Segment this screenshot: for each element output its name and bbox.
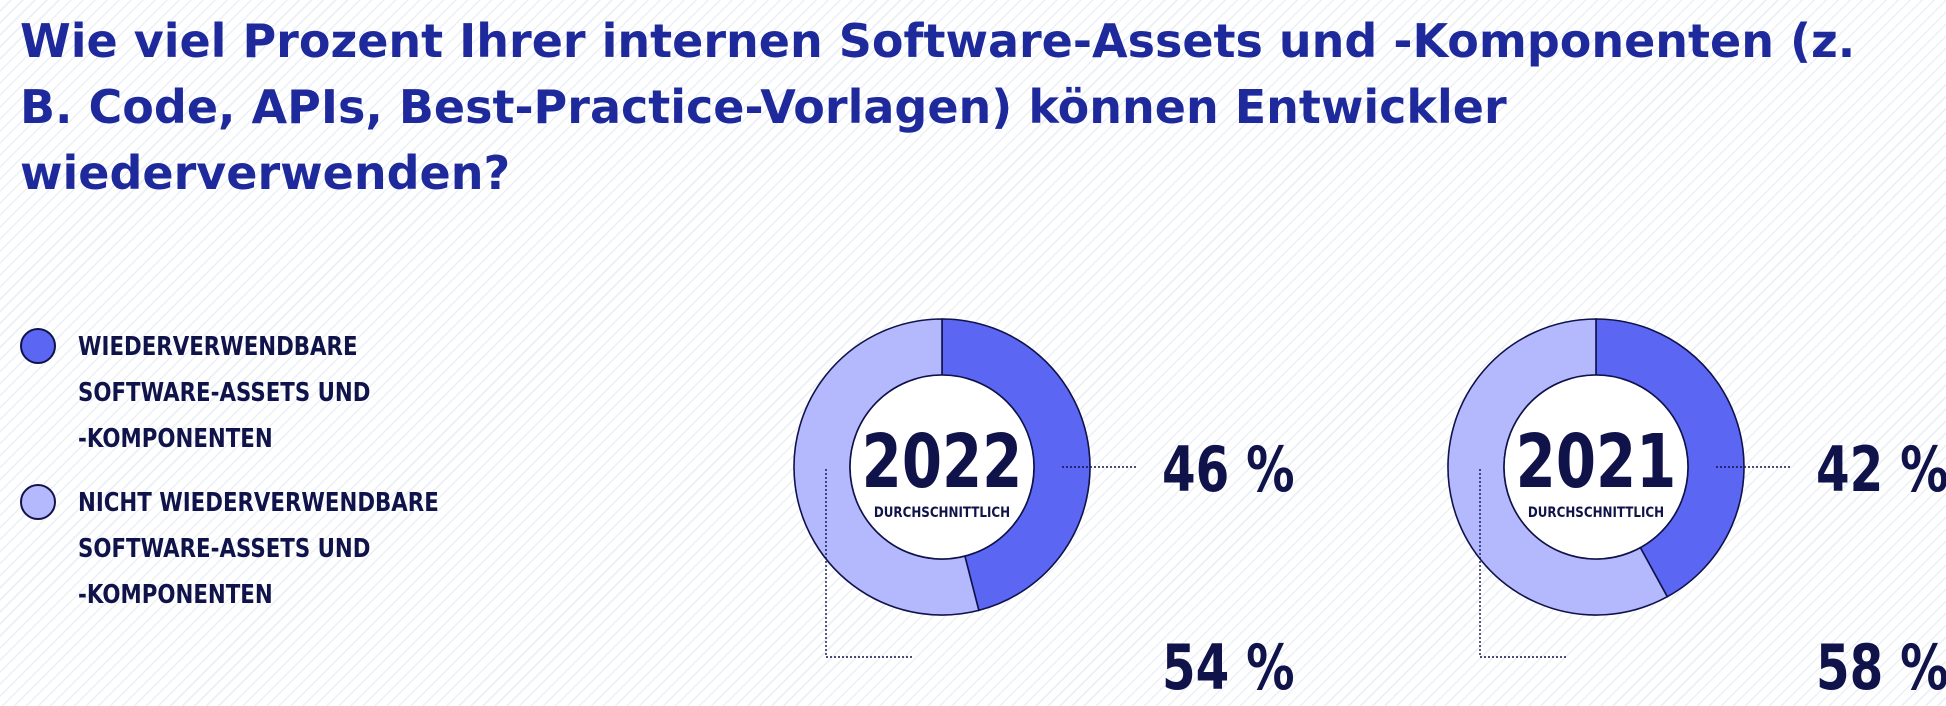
value-label-reusable: 46 % — [1162, 434, 1295, 506]
donut-center-sublabel: DURCHSCHNITTLICH — [874, 505, 1010, 521]
value-label-reusable: 42 % — [1816, 434, 1946, 506]
value-label-not-reusable: 58 % — [1816, 632, 1946, 704]
legend-label-line: -KOMPONENTEN — [78, 580, 273, 610]
donut-center-year: 2021 — [1516, 418, 1677, 505]
legend-label-line: SOFTWARE-ASSETS UND — [78, 534, 371, 564]
donut-center-sublabel: DURCHSCHNITTLICH — [1528, 505, 1664, 521]
legend-label-not-reusable: NICHT WIEDERVERWENDBARE SOFTWARE-ASSETS … — [78, 480, 439, 618]
legend-label-line: NICHT WIEDERVERWENDBARE — [78, 488, 439, 518]
legend-label-reusable: WIEDERVERWENDBARE SOFTWARE-ASSETS UND -K… — [78, 324, 414, 462]
legend-swatch-reusable — [20, 328, 56, 364]
donut-hole — [1503, 374, 1689, 560]
donut-hole — [849, 374, 1035, 560]
leader-line-not-reusable — [1479, 469, 1566, 658]
legend-label-line: SOFTWARE-ASSETS UND — [78, 378, 371, 408]
leader-line-not-reusable — [825, 469, 912, 658]
donut-center-year: 2022 — [862, 418, 1023, 505]
legend-label-line: WIEDERVERWENDBARE — [78, 332, 358, 362]
legend-label-line: -KOMPONENTEN — [78, 424, 273, 454]
chart-title: Wie viel Prozent Ihrer internen Software… — [20, 14, 1856, 200]
legend-swatch-not-reusable — [20, 484, 56, 520]
value-label-not-reusable: 54 % — [1162, 632, 1295, 704]
